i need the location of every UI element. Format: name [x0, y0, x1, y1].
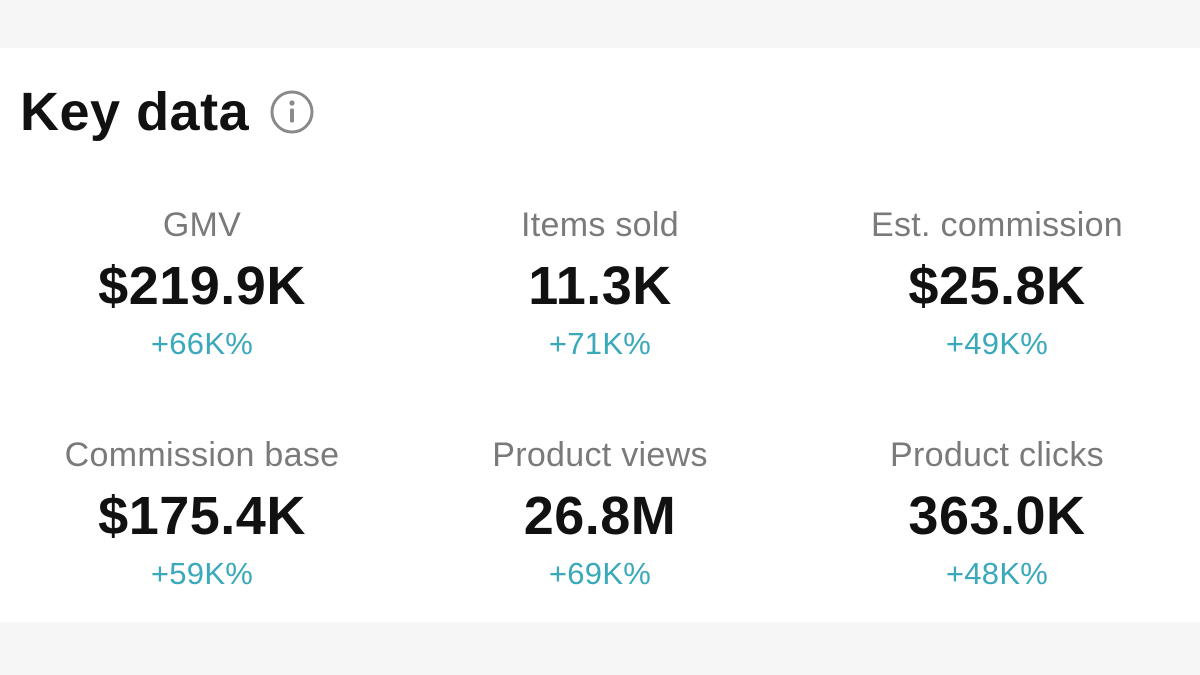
metric-gmv[interactable]: GMV $219.9K +66K% [2, 205, 402, 363]
key-data-header: Key data [20, 82, 315, 142]
metric-change: +66K% [150, 326, 254, 361]
metric-product-clicks[interactable]: Product clicks 363.0K +48K% [797, 435, 1197, 593]
metric-items-sold[interactable]: Items sold 11.3K +71K% [400, 205, 800, 363]
metric-value: $219.9K [98, 256, 306, 316]
metric-label: Product clicks [890, 436, 1104, 474]
metric-change: +59K% [150, 556, 254, 591]
metric-label: GMV [162, 206, 242, 244]
metric-commission-base[interactable]: Commission base $175.4K +59K% [2, 435, 402, 593]
metric-label: Items sold [521, 206, 679, 244]
metric-label: Commission base [64, 436, 340, 474]
key-data-card: Key data GMV $219.9K +66K% Items sold 11… [0, 48, 1200, 622]
top-background-band [0, 0, 1200, 48]
metric-value: $25.8K [908, 256, 1086, 316]
metric-change: +69K% [548, 556, 652, 591]
metric-label: Est. commission [871, 206, 1123, 244]
metric-value: $175.4K [98, 486, 306, 546]
metric-label: Product views [492, 436, 708, 474]
metric-est-commission[interactable]: Est. commission $25.8K +49K% [797, 205, 1197, 363]
metric-value: 11.3K [528, 256, 672, 316]
metric-change: +71K% [548, 326, 652, 361]
metric-value: 363.0K [908, 486, 1086, 546]
bottom-background-band [0, 622, 1200, 675]
metric-product-views[interactable]: Product views 26.8M +69K% [400, 435, 800, 593]
key-data-title: Key data [20, 82, 250, 142]
metric-change: +48K% [945, 556, 1049, 591]
info-icon[interactable] [269, 89, 315, 135]
metrics-grid: GMV $219.9K +66K% Items sold 11.3K +71K%… [0, 48, 1200, 622]
metric-change: +49K% [945, 326, 1049, 361]
metric-value: 26.8M [523, 486, 677, 546]
